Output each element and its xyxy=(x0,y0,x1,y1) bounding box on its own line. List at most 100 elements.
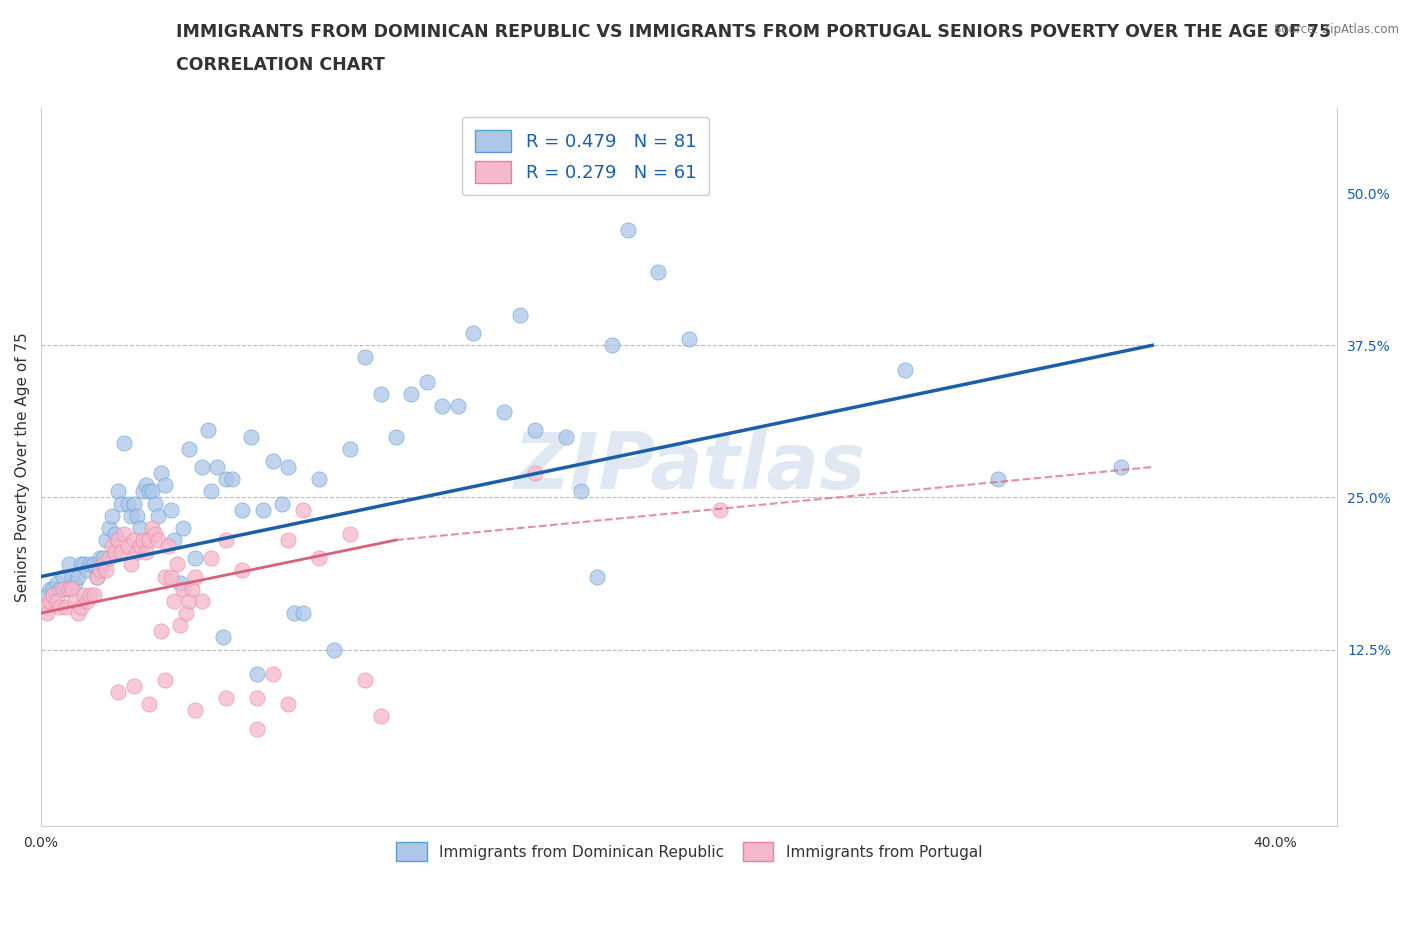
Point xyxy=(153,569,176,584)
Point xyxy=(125,508,148,523)
Point xyxy=(354,350,377,365)
Point xyxy=(138,484,160,498)
Point xyxy=(523,466,546,481)
Point xyxy=(132,533,155,548)
Point xyxy=(125,545,148,560)
Point xyxy=(166,557,188,572)
Point xyxy=(569,484,592,498)
Point xyxy=(172,581,194,596)
Point xyxy=(39,581,62,596)
Point xyxy=(138,533,160,548)
Point xyxy=(104,526,127,541)
Point xyxy=(60,581,83,596)
Point xyxy=(600,338,623,352)
Point xyxy=(323,642,346,657)
Point xyxy=(107,484,129,498)
Point xyxy=(138,697,160,711)
Point xyxy=(153,672,176,687)
Point xyxy=(101,508,124,523)
Point xyxy=(150,466,173,481)
Point xyxy=(184,551,207,565)
Point xyxy=(169,618,191,632)
Point xyxy=(205,459,228,474)
Point xyxy=(447,399,470,414)
Point xyxy=(262,667,284,682)
Point xyxy=(79,588,101,603)
Point xyxy=(94,533,117,548)
Point xyxy=(42,581,65,596)
Text: IMMIGRANTS FROM DOMINICAN REPUBLIC VS IMMIGRANTS FROM PORTUGAL SENIORS POVERTY O: IMMIGRANTS FROM DOMINICAN REPUBLIC VS IM… xyxy=(176,23,1331,41)
Point xyxy=(277,697,299,711)
Point xyxy=(508,308,530,323)
Point xyxy=(122,496,145,511)
Point xyxy=(148,508,170,523)
Point xyxy=(184,703,207,718)
Point xyxy=(117,538,139,553)
Point xyxy=(554,429,576,444)
Point xyxy=(339,442,361,457)
Point xyxy=(128,538,150,553)
Point xyxy=(39,593,62,608)
Point xyxy=(494,405,516,419)
Point xyxy=(76,593,98,608)
Point xyxy=(107,684,129,699)
Point xyxy=(132,484,155,498)
Point xyxy=(52,581,75,596)
Point xyxy=(463,326,485,340)
Point xyxy=(215,533,238,548)
Point xyxy=(172,521,194,536)
Point xyxy=(240,429,263,444)
Point xyxy=(169,575,191,590)
Point xyxy=(114,526,136,541)
Point xyxy=(89,551,111,565)
Point xyxy=(86,569,108,584)
Text: CORRELATION CHART: CORRELATION CHART xyxy=(176,56,385,73)
Point xyxy=(48,581,70,596)
Point xyxy=(277,533,299,548)
Point xyxy=(292,502,315,517)
Point xyxy=(179,593,201,608)
Point xyxy=(76,563,98,578)
Point xyxy=(37,605,59,620)
Point xyxy=(143,526,166,541)
Point xyxy=(122,533,145,548)
Point xyxy=(128,521,150,536)
Point xyxy=(83,557,105,572)
Point xyxy=(148,533,170,548)
Point xyxy=(55,600,77,615)
Point xyxy=(200,551,222,565)
Point xyxy=(83,588,105,603)
Point xyxy=(120,508,142,523)
Point xyxy=(110,496,132,511)
Point xyxy=(354,672,377,687)
Point xyxy=(101,538,124,553)
Point xyxy=(231,502,253,517)
Point xyxy=(190,593,212,608)
Legend: Immigrants from Dominican Republic, Immigrants from Portugal: Immigrants from Dominican Republic, Immi… xyxy=(389,835,990,869)
Point xyxy=(67,605,90,620)
Point xyxy=(63,575,86,590)
Point xyxy=(585,569,607,584)
Point xyxy=(86,569,108,584)
Point xyxy=(135,478,157,493)
Point xyxy=(246,691,269,706)
Point xyxy=(174,605,197,620)
Point xyxy=(709,502,731,517)
Point xyxy=(370,387,392,402)
Point xyxy=(89,563,111,578)
Point xyxy=(1111,459,1133,474)
Point xyxy=(190,459,212,474)
Point xyxy=(339,526,361,541)
Point xyxy=(143,496,166,511)
Point xyxy=(231,563,253,578)
Point xyxy=(184,569,207,584)
Point xyxy=(45,575,67,590)
Point xyxy=(94,563,117,578)
Point xyxy=(153,478,176,493)
Point xyxy=(246,667,269,682)
Point xyxy=(60,569,83,584)
Point xyxy=(70,600,93,615)
Point xyxy=(432,399,454,414)
Point xyxy=(98,551,121,565)
Point xyxy=(117,496,139,511)
